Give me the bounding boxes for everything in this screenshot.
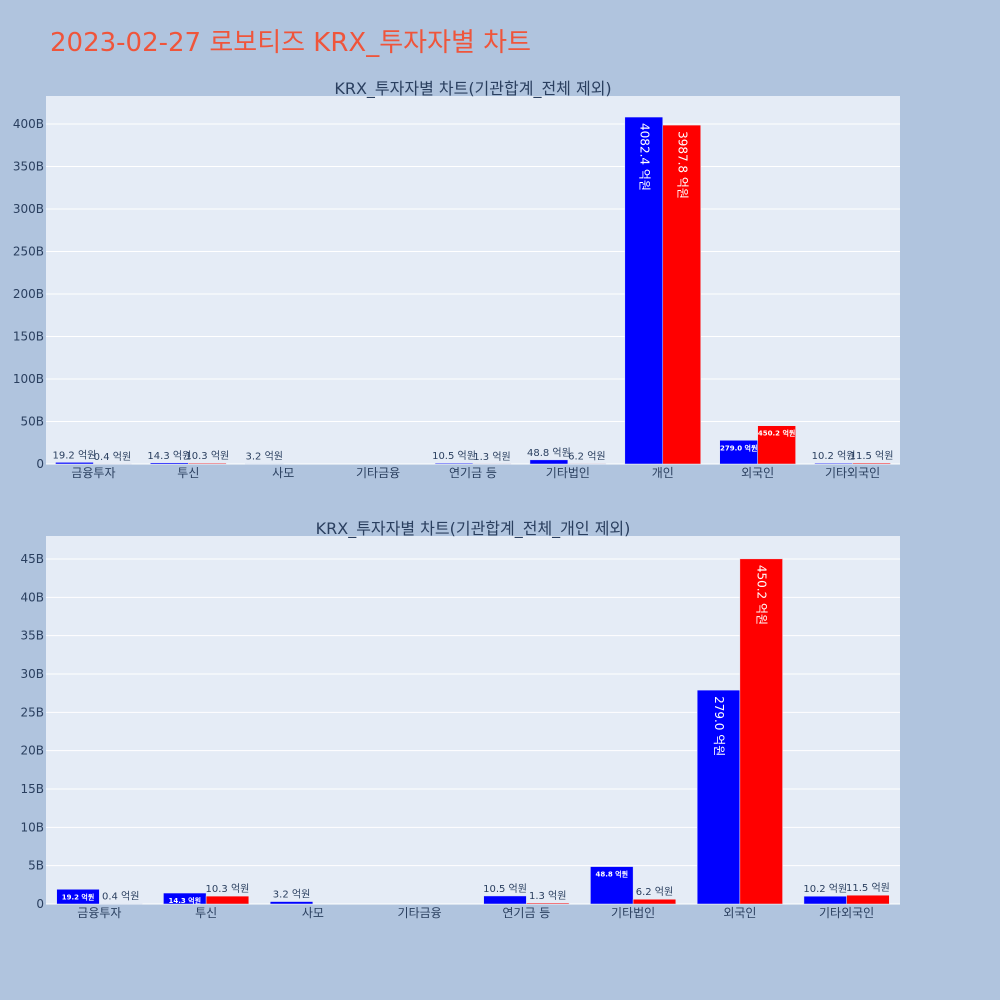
data-label: 11.5 억원 [850, 450, 894, 462]
y-tick-label: 400B [13, 117, 44, 131]
y-tick-label: 250B [13, 245, 44, 259]
x-tick-label: 연기금 등 [502, 906, 550, 920]
data-label: 10.2 억원 [803, 883, 847, 895]
y-tick-label: 25B [20, 705, 44, 719]
y-tick-label: 0 [36, 457, 44, 471]
data-label: 19.2 억원 [62, 892, 95, 901]
y-tick-label: 350B [13, 160, 44, 174]
bar [483, 895, 527, 905]
data-label: 1.3 억원 [473, 451, 510, 463]
x-tick-label: 투신 [195, 906, 217, 920]
data-label: 6.2 억원 [568, 450, 605, 462]
x-tick-label: 투신 [177, 466, 199, 480]
chart-2: KRX_투자자별 차트(기관합계_전체_개인 제외) 0 5B 10B 15B 20B 25… [20, 519, 900, 920]
bar [55, 462, 94, 465]
page-title: 2023-02-27 로보티즈 KRX_투자자별 차트 [50, 28, 532, 58]
bar [590, 866, 634, 905]
chart-title: KRX_투자자별 차트(기관합계_전체_개인 제외) [316, 519, 631, 539]
bar [624, 116, 664, 465]
y-tick-label: 45B [20, 552, 44, 566]
bar [567, 463, 607, 465]
bar [814, 462, 853, 465]
bar [188, 462, 227, 465]
y-tick-label: 200B [13, 287, 44, 301]
x-tick-label: 기타금융 [356, 466, 400, 480]
x-tick-label: 사모 [272, 466, 294, 480]
y-tick-label: 10B [20, 820, 44, 834]
data-label: 11.5 억원 [846, 882, 890, 894]
x-tick-label: 금융투자 [71, 466, 115, 480]
bar [696, 689, 741, 905]
y-tick-label: 100B [13, 372, 44, 386]
x-tick-label: 금융투자 [77, 906, 121, 920]
bar [852, 462, 891, 465]
x-tick-label: 기타외국인 [825, 466, 880, 480]
bar [739, 558, 783, 905]
x-tick-label: 외국인 [723, 906, 756, 920]
data-label: 450.2 억원 [755, 565, 769, 625]
y-tick-label: 35B [20, 629, 44, 643]
data-label: 450.2 억원 [758, 429, 795, 438]
bar [526, 902, 570, 905]
chart-1: KRX_투자자별 차트(기관합계_전체 제외) 0 50B 100B 150B 200B 2… [13, 79, 900, 480]
data-label: 14.3 억원 [147, 450, 191, 462]
x-tick-label: 연기금 등 [449, 466, 497, 480]
y-tick-label: 40B [20, 590, 44, 604]
bar [757, 425, 796, 465]
bar [632, 898, 677, 905]
data-label: 48.8 억원 [527, 447, 571, 459]
data-label: 3.2 억원 [273, 889, 310, 901]
bar [803, 895, 847, 905]
y-tick-label: 20B [20, 744, 44, 758]
y-tick-label: 5B [28, 859, 44, 873]
data-label: 48.8 억원 [595, 870, 628, 879]
x-tick-label: 기타외국인 [819, 906, 874, 920]
data-label: 279.0 억원 [712, 696, 726, 756]
data-label: 6.2 억원 [636, 886, 673, 898]
data-label: 19.2 억원 [53, 449, 97, 461]
x-tick-label: 기타법인 [611, 906, 655, 920]
x-tick-label: 기타법인 [546, 466, 590, 480]
data-label: 10.2 억원 [812, 450, 856, 462]
x-tick-label: 외국인 [741, 466, 774, 480]
bar [205, 895, 250, 905]
data-label: 3.2 억원 [246, 451, 283, 463]
x-tick-label: 기타금융 [398, 906, 442, 920]
x-tick-label: 개인 [652, 466, 674, 480]
chart-title: KRX_투자자별 차트(기관합계_전체 제외) [334, 79, 611, 99]
x-tick-label: 사모 [302, 906, 324, 920]
y-tick-label: 300B [13, 202, 44, 216]
y-tick-label: 150B [13, 330, 44, 344]
data-label: 279.0 억원 [720, 443, 757, 452]
y-tick-label: 30B [20, 667, 44, 681]
data-label: 0.4 억원 [102, 891, 139, 903]
bar [529, 459, 569, 465]
data-label: 10.3 억원 [185, 450, 229, 462]
data-label: 10.3 억원 [206, 883, 250, 895]
y-tick-label: 0 [36, 897, 44, 911]
data-label: 10.5 억원 [483, 883, 527, 895]
bar [269, 901, 314, 905]
y-tick-label: 50B [20, 415, 44, 429]
bar [662, 124, 701, 465]
data-label: 4082.4 억원 [637, 123, 651, 191]
bar [56, 889, 100, 905]
y-tick-label: 15B [20, 782, 44, 796]
data-label: 3987.8 억원 [675, 131, 689, 199]
bar [846, 894, 890, 905]
data-label: 0.4 억원 [94, 451, 131, 463]
bar [150, 462, 189, 465]
data-label: 1.3 억원 [529, 890, 566, 902]
data-label: 14.3 억원 [168, 896, 201, 905]
data-label: 10.5 억원 [432, 450, 476, 462]
bar [434, 462, 474, 465]
plot-area [46, 96, 900, 464]
